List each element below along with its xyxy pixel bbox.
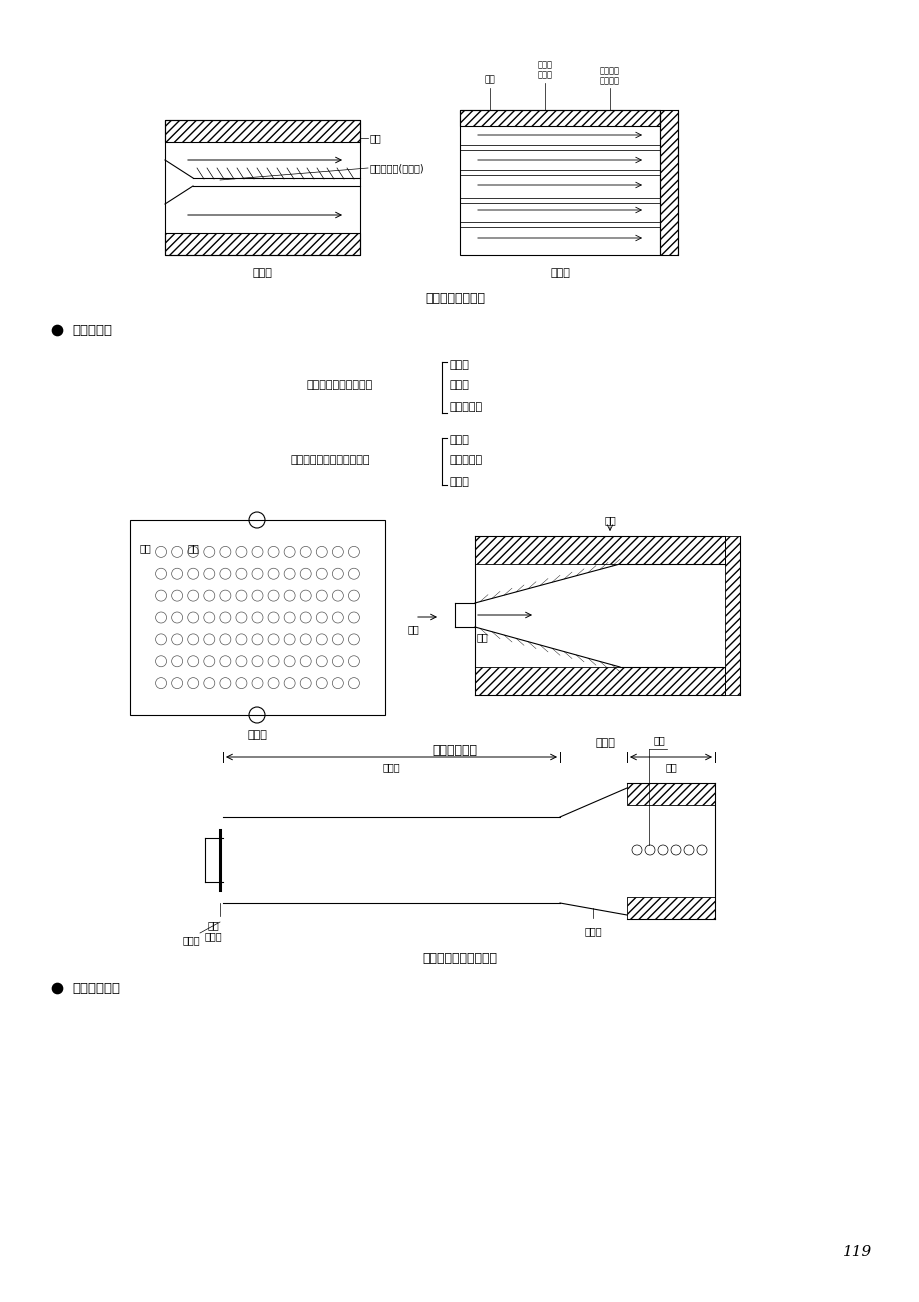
- Text: 头部: 头部: [664, 762, 676, 772]
- Text: 平流式: 平流式: [252, 268, 272, 279]
- Text: 调风板: 调风板: [182, 935, 199, 945]
- Text: 双燃料燃烧器: 双燃料燃烧器: [72, 982, 119, 995]
- Text: 二次风
旋流器: 二次风 旋流器: [537, 61, 552, 79]
- Text: 完全预混式: 完全预混式: [449, 402, 482, 411]
- Text: 空气: 空气: [604, 516, 615, 525]
- Text: 引射器: 引射器: [381, 762, 400, 772]
- Point: [50, 978, 64, 999]
- Text: 旋流式: 旋流式: [550, 268, 569, 279]
- Text: 燃气燃烧器: 燃气燃烧器: [72, 323, 112, 336]
- Text: 火孔: 火孔: [652, 736, 664, 745]
- Text: 燃气: 燃气: [407, 624, 418, 634]
- Text: 排管式: 排管式: [247, 730, 267, 740]
- Text: 119: 119: [843, 1245, 872, 1259]
- Text: 引射式: 引射式: [449, 435, 470, 445]
- Text: 一次
空气口: 一次 空气口: [204, 921, 221, 941]
- Text: 调风器工作原理图: 调风器工作原理图: [425, 292, 484, 305]
- Text: 扩压管: 扩压管: [584, 926, 601, 936]
- Text: 燃烧器按燃烧方式分类: 燃烧器按燃烧方式分类: [307, 380, 373, 391]
- Text: 排管: 排管: [140, 543, 152, 553]
- Text: 根部风叶
片旋流器: 根部风叶 片旋流器: [599, 66, 619, 86]
- Text: 自然引风式: 自然引风式: [449, 454, 482, 465]
- Text: 扩散式: 扩散式: [449, 359, 470, 370]
- Text: 大气式: 大气式: [449, 380, 470, 391]
- Text: 油管: 油管: [369, 133, 381, 143]
- Text: 小孔: 小孔: [187, 543, 199, 553]
- Text: 鼓风式: 鼓风式: [449, 477, 470, 487]
- Text: 燃器器按空气供给方式分类: 燃器器按空气供给方式分类: [289, 454, 369, 465]
- Text: 套管式: 套管式: [595, 738, 614, 749]
- Point: [50, 319, 64, 340]
- Text: 扩散式燃烧器: 扩散式燃烧器: [432, 743, 477, 756]
- Text: 叶片旋流器(稳焰器): 叶片旋流器(稳焰器): [369, 163, 425, 173]
- Text: 油管: 油管: [484, 76, 494, 85]
- Text: 燃气: 燃气: [476, 631, 488, 642]
- Text: 大气燃烧器结构示意图: 大气燃烧器结构示意图: [422, 952, 497, 965]
